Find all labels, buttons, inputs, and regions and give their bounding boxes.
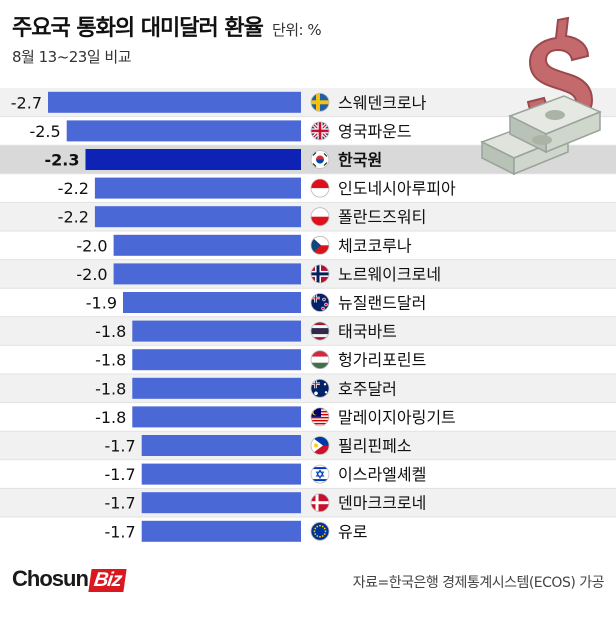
- row-background: [0, 259, 616, 289]
- category-label: 태국바트: [338, 322, 397, 341]
- data-label: -1.7: [104, 522, 135, 541]
- bar: [132, 406, 301, 428]
- category-label: 말레이지아링기트: [338, 408, 456, 427]
- category-label: 스웨덴크로나: [338, 93, 427, 112]
- row-background: [0, 345, 616, 374]
- category-label: 영국파운드: [338, 122, 412, 141]
- philippines-flag: [310, 436, 330, 455]
- category-label: 유로: [338, 522, 367, 541]
- data-label: -2.5: [29, 122, 60, 141]
- row-background: [0, 231, 616, 260]
- chosunbiz-logo: Chosun Biz: [12, 566, 127, 592]
- bar: [66, 120, 301, 142]
- row-background: [0, 402, 616, 432]
- category-label: 폴란드즈워티: [338, 208, 426, 227]
- bar: [141, 435, 301, 456]
- norway-flag: [310, 264, 330, 284]
- category-label: 노르웨이크로네: [338, 265, 441, 284]
- row-background: [0, 202, 616, 231]
- cash-stacks-icon: [480, 95, 602, 176]
- unit-label: 단위: %: [271, 21, 322, 39]
- data-label: -1.8: [95, 379, 126, 398]
- category-label: 체코코루나: [338, 236, 412, 255]
- bar: [85, 149, 301, 170]
- bar: [113, 263, 301, 285]
- denmark-flag: [310, 493, 330, 513]
- australia-flag: [310, 378, 330, 398]
- category-label: 인도네시아루피아: [338, 179, 456, 198]
- bar: [141, 520, 301, 542]
- data-label: -1.7: [104, 437, 135, 456]
- sweden-flag: [310, 92, 330, 112]
- category-label: 덴마크크로네: [338, 494, 426, 513]
- poland-flag: [310, 207, 330, 227]
- bar: [132, 377, 301, 399]
- bar: [141, 492, 301, 514]
- row-background: [0, 488, 616, 517]
- bar: [48, 91, 301, 113]
- korea-flag: [310, 150, 330, 169]
- data-label: -2.0: [76, 236, 107, 255]
- data-label: -1.9: [86, 294, 117, 313]
- data-label: -1.7: [104, 494, 135, 513]
- bar: [94, 177, 302, 199]
- row-background: [0, 374, 616, 403]
- hungary-flag: [310, 350, 330, 370]
- category-label: 한국원: [338, 151, 382, 170]
- logo-accent-text: Biz: [88, 569, 127, 592]
- data-label: -2.0: [76, 265, 107, 284]
- category-label: 뉴질랜드달러: [338, 294, 426, 313]
- logo-main-text: Chosun: [12, 566, 89, 591]
- category-label: 이스라엘셰켈: [338, 465, 426, 484]
- data-label: -1.8: [95, 322, 126, 341]
- row-background: [0, 517, 616, 546]
- category-label: 필리핀페소: [338, 437, 412, 456]
- bar-chart: -2.7 스웨덴크로나 -2.5 영국파운드 -2.3 한국원 -2.2 인도네시아루피아 -2…: [0, 88, 616, 546]
- data-label: -2.2: [58, 179, 89, 198]
- bar: [132, 320, 301, 342]
- title-block: 주요국 통화의 대미달러 환율 단위: %: [12, 10, 322, 42]
- source-note: 자료=한국은행 경제통계시스템(ECOS) 가공: [352, 575, 605, 591]
- data-label: -2.2: [58, 208, 89, 227]
- eu-flag: [310, 521, 330, 541]
- row-background: [0, 431, 616, 460]
- thailand-flag: [310, 321, 330, 341]
- row-background: [0, 316, 616, 346]
- malaysia-flag: [310, 407, 330, 427]
- data-label: -1.7: [104, 465, 135, 484]
- data-label: -2.7: [11, 93, 42, 112]
- chart-subtitle: 8월 13~23일 비교: [12, 48, 132, 66]
- data-label: -2.3: [45, 151, 80, 170]
- bar: [132, 349, 301, 371]
- bar: [94, 206, 302, 228]
- czech-flag: [310, 235, 330, 255]
- indonesia-flag: [310, 178, 330, 198]
- bar: [113, 234, 301, 256]
- bar: [123, 292, 301, 313]
- category-label: 헝가리포린트: [338, 351, 426, 370]
- category-label: 호주달러: [338, 379, 397, 398]
- uk-flag: [310, 121, 330, 141]
- data-label: -1.8: [95, 408, 126, 427]
- bar: [141, 463, 301, 485]
- row-background: [0, 459, 616, 489]
- money-illustration-icon: [480, 16, 602, 176]
- row-background: [0, 288, 616, 317]
- data-label: -1.8: [95, 351, 126, 370]
- chart-title: 주요국 통화의 대미달러 환율: [12, 16, 264, 41]
- new-zealand-flag: [310, 293, 330, 312]
- israel-flag: [310, 464, 330, 484]
